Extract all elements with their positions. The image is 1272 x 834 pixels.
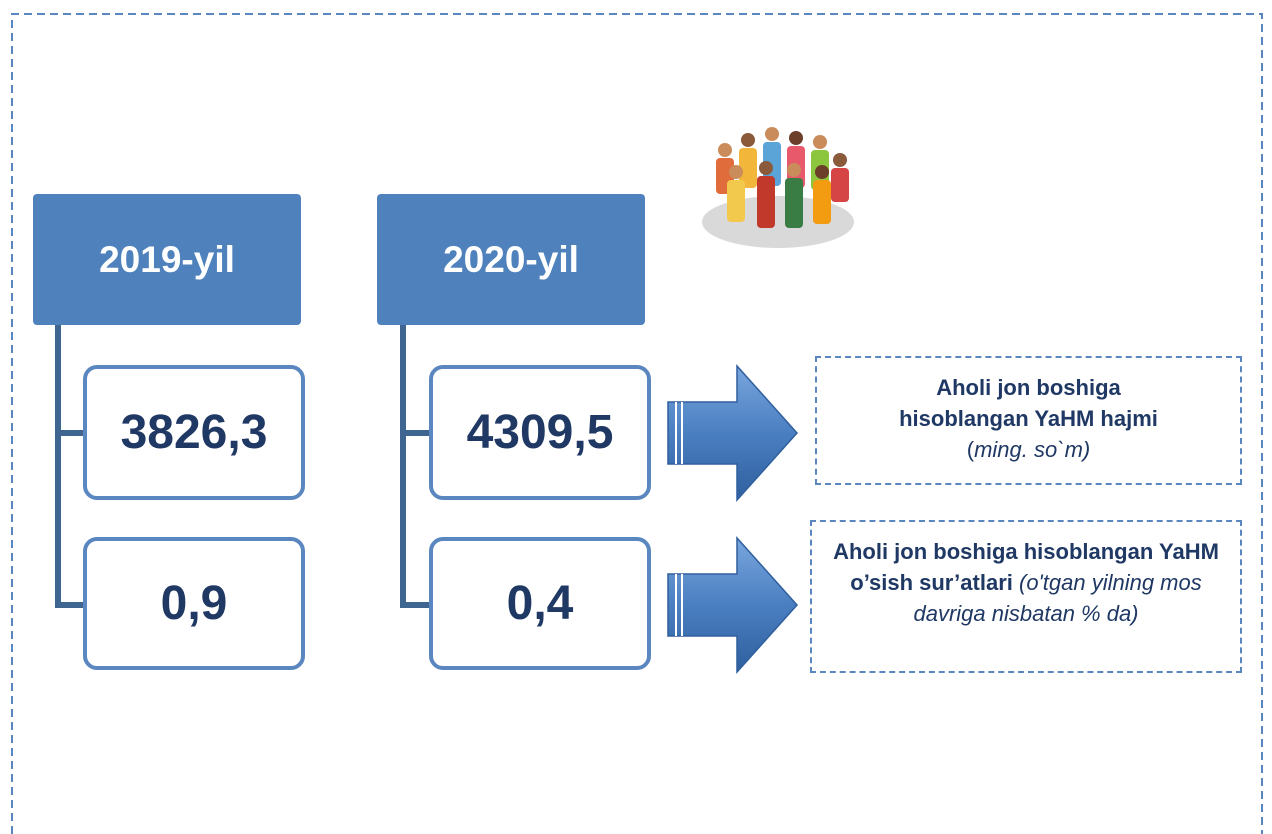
year-header: 2019-yil xyxy=(33,194,301,325)
arrows xyxy=(667,364,799,674)
value-box: 0,9 xyxy=(83,537,305,670)
year-header: 2020-yil xyxy=(377,194,645,325)
description-text: ( xyxy=(966,437,975,462)
description-italic: (o'tgan yilning mos davriga nisbatan % d… xyxy=(913,570,1202,626)
page-border xyxy=(11,13,1263,834)
value-box: 0,4 xyxy=(429,537,651,670)
tree-lines xyxy=(55,325,430,608)
description-italic: ming. so`m) xyxy=(974,437,1091,462)
description-box: Aholi jon boshiga hisoblangan YaHM hajmi… xyxy=(815,356,1242,485)
description-bold: Aholi jon boshiga hisoblangan YaHM o’sis… xyxy=(833,539,1219,595)
people-icon xyxy=(702,127,854,248)
description-box: Aholi jon boshiga hisoblangan YaHM o’sis… xyxy=(810,520,1242,673)
value-box: 3826,3 xyxy=(83,365,305,500)
value-box: 4309,5 xyxy=(429,365,651,500)
description-bold: Aholi jon boshiga hisoblangan YaHM hajmi xyxy=(899,375,1158,431)
